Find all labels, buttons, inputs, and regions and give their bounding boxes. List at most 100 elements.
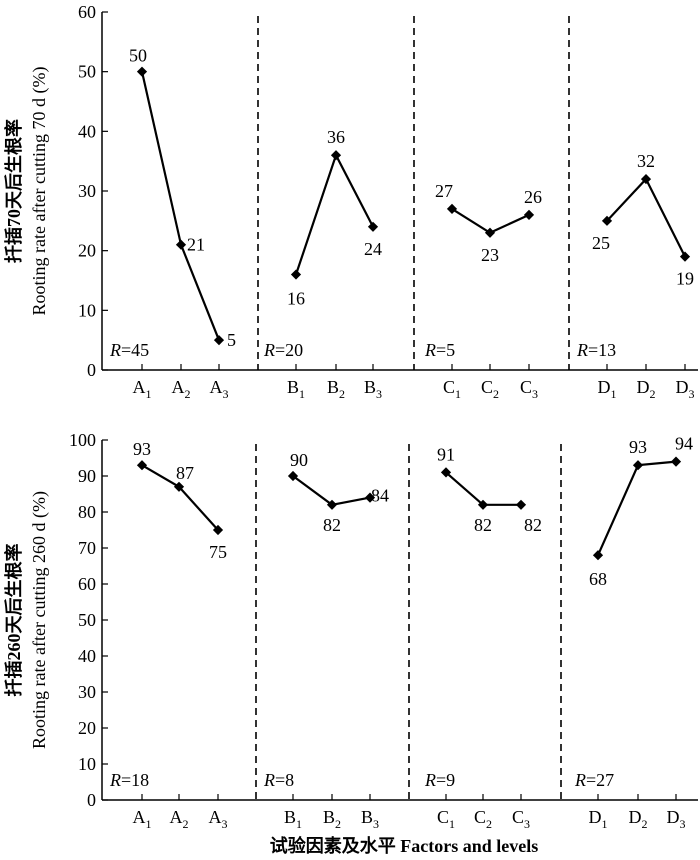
level-label-c2: C2 [481,377,499,401]
data-label: 84 [371,486,389,506]
y-tick-label: 10 [78,300,96,320]
data-label: 68 [589,569,607,589]
y-axis-label-cn: 扦插260天后生根率 [3,544,24,697]
range-label-c: R=9 [424,770,455,790]
data-point-c3 [515,499,527,510]
series-line-a [140,71,221,341]
y-tick-label: 50 [78,610,96,630]
data-label: 82 [323,515,341,535]
data-label: 36 [327,127,345,147]
data-label: 93 [133,439,151,459]
y-tick-label: 20 [78,718,96,738]
data-point-b1 [290,269,302,280]
y-tick-label: 40 [78,646,96,666]
data-label: 82 [524,515,542,535]
range-label-a: R=45 [109,340,149,360]
data-label: 16 [287,289,305,309]
y-tick-label: 40 [78,121,96,141]
data-point-a1 [136,66,148,77]
range-label-c: R=5 [424,340,455,360]
data-label: 25 [592,233,610,253]
y-tick-label: 20 [78,241,96,261]
level-label-c3: C3 [512,807,530,831]
level-label-c3: C3 [520,377,538,401]
level-label-a2: A2 [170,807,189,831]
range-label-b: R=20 [263,340,303,360]
level-label-c2: C2 [474,807,492,831]
data-point-b3 [367,221,379,232]
level-label-d2: D2 [629,807,648,831]
level-label-b1: B1 [287,377,305,401]
y-axis-label-en: Rooting rate after cutting 70 d (%) [29,67,50,316]
y-tick-label: 60 [78,2,96,22]
data-point-d3 [679,251,691,262]
data-point-a3 [213,335,225,346]
y-tick-label: 0 [87,790,96,810]
data-label: 93 [629,437,647,457]
data-label: 50 [129,46,147,66]
level-label-c1: C1 [437,807,455,831]
data-label: 75 [209,542,227,562]
data-point-b2 [330,150,342,161]
level-label-a3: A3 [209,807,228,831]
range-label-d: R=27 [574,770,614,790]
data-point-d3 [670,456,682,467]
data-point-a1 [136,460,148,471]
level-label-b1: B1 [284,807,302,831]
level-label-d2: D2 [637,377,656,401]
y-tick-label: 30 [78,181,96,201]
series-line-d [606,177,686,258]
y-tick-label: 50 [78,62,96,82]
level-label-c1: C1 [443,377,461,401]
y-axis-label-cn: 扦插70天后生根率 [3,119,24,263]
level-label-a1: A1 [133,807,152,831]
y-tick-label: 60 [78,574,96,594]
y-tick-label: 0 [87,360,96,380]
data-label: 32 [637,151,655,171]
data-label: 21 [187,235,205,255]
y-axis-label-en: Rooting rate after cutting 260 d (%) [29,491,50,749]
data-point-c2 [477,499,489,510]
level-label-b2: B2 [327,377,345,401]
data-label: 24 [364,239,382,259]
level-label-d3: D3 [667,807,686,831]
level-label-b3: B3 [361,807,379,831]
level-label-b3: B3 [364,377,382,401]
data-label: 94 [675,434,693,454]
range-label-b: R=8 [263,770,294,790]
data-point-a2 [173,481,185,492]
x-axis-label: 试验因素及水平 Factors and levels [270,835,538,856]
level-label-a3: A3 [210,377,229,401]
y-tick-label: 70 [78,538,96,558]
data-label: 19 [676,269,694,289]
data-label: 87 [176,463,194,483]
series-line-b [294,152,374,275]
level-label-d1: D1 [598,377,617,401]
level-label-d3: D3 [676,377,695,401]
level-label-d1: D1 [589,807,608,831]
range-label-d: R=13 [576,340,616,360]
level-label-b2: B2 [323,807,341,831]
y-tick-label: 10 [78,754,96,774]
data-label: 82 [474,515,492,535]
data-point-d1 [592,550,604,561]
series-line-c [445,471,521,506]
data-label: 26 [524,187,542,207]
y-tick-label: 80 [78,502,96,522]
data-point-d2 [632,460,644,471]
y-tick-label: 30 [78,682,96,702]
data-label: 5 [227,330,236,350]
data-point-b3 [364,492,376,503]
data-label: 23 [481,245,499,265]
level-label-a1: A1 [133,377,152,401]
data-point-c1 [446,203,458,214]
series-line-d [596,460,677,556]
data-point-b2 [326,499,338,510]
data-point-a2 [175,239,187,250]
level-label-a2: A2 [172,377,191,401]
data-point-b1 [287,470,299,482]
range-label-a: R=18 [109,770,149,790]
data-point-c2 [484,227,496,238]
y-tick-label: 100 [69,430,96,450]
